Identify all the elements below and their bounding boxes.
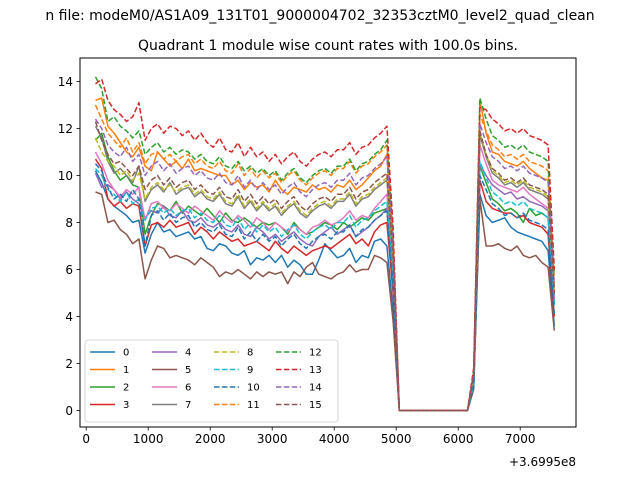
x-tick-label: 0 xyxy=(82,432,90,446)
legend-label-7: 7 xyxy=(185,400,191,411)
x-tick-label: 4000 xyxy=(319,432,350,446)
legend-label-14: 14 xyxy=(309,383,322,394)
legend-label-0: 0 xyxy=(123,348,129,359)
legend-label-3: 3 xyxy=(123,400,129,411)
series-line-1 xyxy=(95,97,556,412)
x-tick-label: 2000 xyxy=(195,432,226,446)
series-line-12 xyxy=(94,76,556,412)
y-tick-label: 0 xyxy=(65,404,73,418)
x-tick-label: 5000 xyxy=(381,432,412,446)
legend-label-10: 10 xyxy=(247,383,260,394)
legend-box xyxy=(84,339,339,423)
series-line-14 xyxy=(94,118,556,412)
legend-label-9: 9 xyxy=(247,365,253,376)
legend-label-2: 2 xyxy=(123,383,129,394)
y-tick-label: 14 xyxy=(58,75,73,89)
legend-label-11: 11 xyxy=(247,400,260,411)
legend-label-13: 13 xyxy=(309,365,322,376)
y-tick-label: 6 xyxy=(65,263,73,277)
series-line-8 xyxy=(94,132,556,412)
legend-label-8: 8 xyxy=(247,348,253,359)
series-line-3 xyxy=(94,158,556,412)
y-tick-label: 2 xyxy=(65,357,73,371)
x-tick-label: 3000 xyxy=(257,432,288,446)
series-line-10 xyxy=(94,163,556,412)
x-tick-label: 1000 xyxy=(133,432,164,446)
chart-title: Quadrant 1 module wise count rates with … xyxy=(138,38,518,54)
legend-label-6: 6 xyxy=(185,383,191,394)
y-axis: 0 2 4 6 8 10 12 14 xyxy=(58,75,80,418)
y-tick-label: 8 xyxy=(65,216,73,230)
series-line-7 xyxy=(94,125,556,412)
x-tick-label: 6000 xyxy=(443,432,474,446)
x-axis: 0 1000 2000 3000 4000 5000 6000 7000 xyxy=(82,427,535,446)
series-layer xyxy=(94,76,556,412)
y-tick-label: 4 xyxy=(65,310,73,324)
x-offset-label: +3.6995e8 xyxy=(509,455,576,469)
y-tick-label: 10 xyxy=(58,169,73,183)
y-tick-label: 12 xyxy=(58,122,73,136)
legend-label-1: 1 xyxy=(123,365,129,376)
series-line-9 xyxy=(94,160,556,412)
legend-label-12: 12 xyxy=(309,348,322,359)
series-line-15 xyxy=(94,121,556,412)
figure-suptitle: n file: modeM0/AS1A09_131T01_9000004702_… xyxy=(45,8,594,24)
series-line-5 xyxy=(95,191,556,412)
plot-frame xyxy=(79,57,577,428)
series-line-11 xyxy=(94,104,556,412)
x-tick-label: 7000 xyxy=(505,432,536,446)
legend-label-15: 15 xyxy=(309,400,322,411)
series-line-0 xyxy=(94,170,556,412)
legend-label-5: 5 xyxy=(185,365,191,376)
series-line-4 xyxy=(94,163,556,412)
legend-label-4: 4 xyxy=(185,348,191,359)
